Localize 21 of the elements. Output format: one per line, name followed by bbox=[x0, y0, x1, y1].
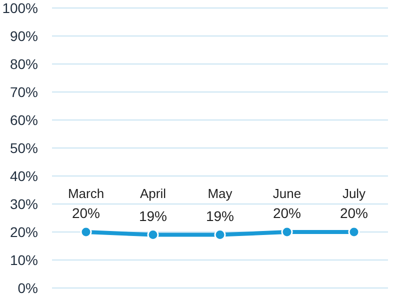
x-tick-label: March bbox=[68, 186, 104, 201]
y-tick-label: 100% bbox=[2, 0, 38, 16]
data-label: 19% bbox=[138, 208, 168, 224]
y-tick-label: 20% bbox=[10, 224, 38, 240]
data-label: 20% bbox=[272, 205, 302, 221]
data-label: 20% bbox=[72, 205, 100, 221]
data-label: 19% bbox=[206, 208, 234, 224]
y-tick-label: 0% bbox=[18, 280, 38, 296]
y-tick-label: 80% bbox=[10, 56, 38, 72]
y-tick-label: 50% bbox=[10, 140, 38, 156]
y-tick-label: 60% bbox=[10, 112, 38, 128]
x-tick-label: April bbox=[140, 186, 166, 201]
data-label: 20% bbox=[340, 205, 368, 221]
x-tick-label: May bbox=[208, 186, 233, 201]
y-tick-label: 90% bbox=[10, 28, 38, 44]
y-tick-label: 30% bbox=[10, 196, 38, 212]
y-tick-label: 10% bbox=[10, 252, 38, 268]
x-tick-label: June bbox=[272, 186, 302, 201]
y-tick-label: 70% bbox=[10, 84, 38, 100]
y-tick-label: 40% bbox=[10, 168, 38, 184]
x-tick-label: July bbox=[342, 186, 366, 201]
